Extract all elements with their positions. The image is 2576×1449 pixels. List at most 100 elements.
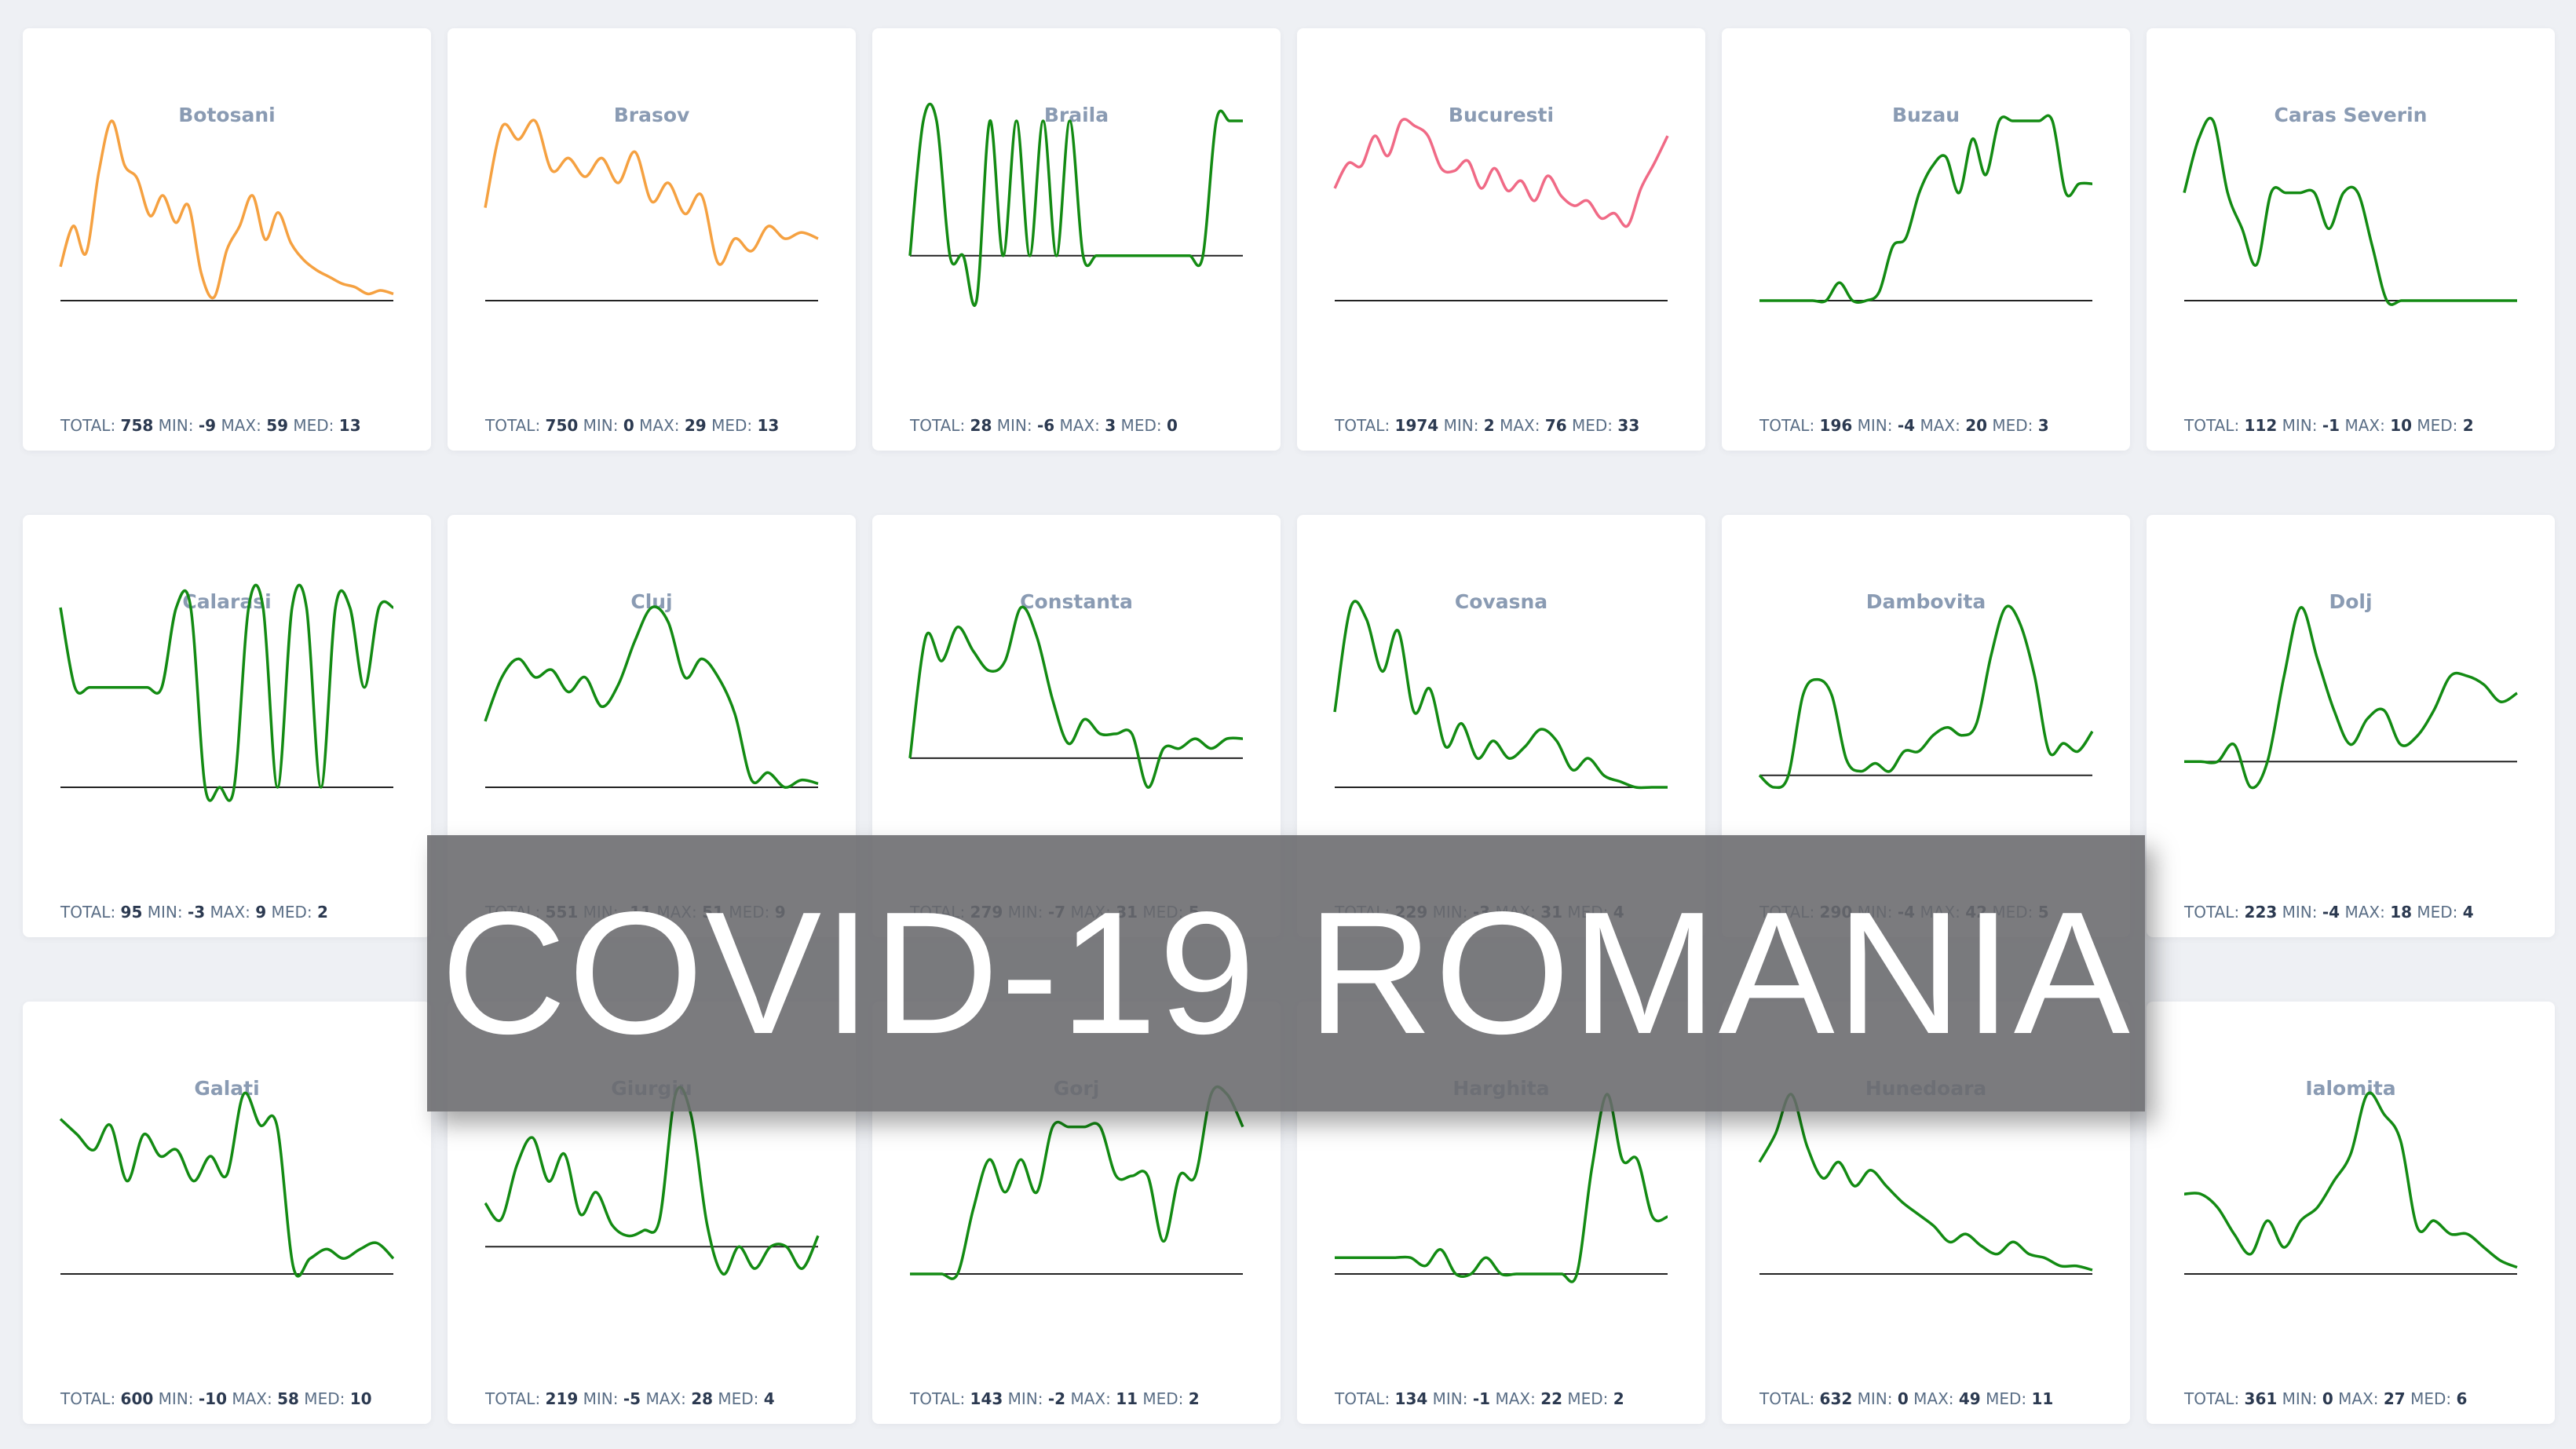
stat-label-max: MAX: xyxy=(1915,416,1966,435)
sparkline-chart xyxy=(1758,604,2094,790)
sparkline-chart xyxy=(2183,1091,2518,1275)
card-title: Buzau xyxy=(1891,104,1960,126)
card-title: Covasna xyxy=(1454,590,1548,613)
stat-label-med: MED: xyxy=(1116,416,1167,435)
card-stats: TOTAL: 95 MIN: -3 MAX: 9 MED: 2 xyxy=(60,903,328,922)
stat-value-total: 143 xyxy=(970,1389,1003,1408)
stat-value-med: 2 xyxy=(1188,1389,1200,1408)
stat-value-total: 28 xyxy=(970,416,992,435)
stat-label-total: TOTAL: xyxy=(485,1389,546,1408)
sparkline-chart xyxy=(1758,1093,2093,1275)
stat-label-min: MIN: xyxy=(153,1389,199,1408)
card-title: Caras Severin xyxy=(2274,104,2428,126)
card-stats: TOTAL: 750 MIN: 0 MAX: 29 MED: 13 xyxy=(485,416,779,435)
stat-value-max: 76 xyxy=(1544,416,1567,435)
sparkline-chart xyxy=(909,1085,1244,1280)
stat-label-min: MIN: xyxy=(1852,1389,1898,1408)
card-caras-severin: Caras Severin TOTAL: 112 MIN: -1 MAX: 10 … xyxy=(2147,28,2555,451)
sparkline-chart xyxy=(2184,606,2518,790)
series-line xyxy=(59,583,394,802)
card-stats: TOTAL: 219 MIN: -5 MAX: 28 MED: 4 xyxy=(485,1389,775,1408)
stat-label-max: MAX: xyxy=(205,903,256,922)
stat-value-max: 59 xyxy=(266,416,289,435)
stat-label-min: MIN: xyxy=(992,416,1037,435)
series-line xyxy=(1333,118,1669,228)
card-stats: TOTAL: 223 MIN: -4 MAX: 18 MED: 4 xyxy=(2184,903,2474,922)
stat-value-med: 33 xyxy=(1617,416,1640,435)
stat-label-max: MAX: xyxy=(641,1389,692,1408)
stat-label-max: MAX: xyxy=(1490,1389,1541,1408)
stat-label-min: MIN: xyxy=(153,416,199,435)
stat-label-min: MIN: xyxy=(1003,1389,1048,1408)
card-title: Dambovita xyxy=(1865,590,1986,613)
sparkline-chart xyxy=(59,119,394,301)
stat-label-total: TOTAL: xyxy=(1335,416,1395,435)
card-stats: TOTAL: 28 MIN: -6 MAX: 3 MED: 0 xyxy=(910,416,1178,435)
stat-label-max: MAX: xyxy=(1908,1389,1959,1408)
sparkline-chart xyxy=(908,605,1244,789)
stat-label-max: MAX: xyxy=(1494,416,1545,435)
card-dolj: Dolj TOTAL: 223 MIN: -4 MAX: 18 MED: 4 xyxy=(2147,515,2555,937)
card-title: Dolj xyxy=(2329,590,2373,613)
stat-label-max: MAX: xyxy=(2340,903,2391,922)
stat-value-total: 1974 xyxy=(1394,416,1439,435)
stat-value-total: 219 xyxy=(545,1389,579,1408)
sparkline-chart xyxy=(59,583,394,802)
card-title: Bucuresti xyxy=(1448,104,1555,126)
card-title: Botosani xyxy=(178,104,276,126)
stat-value-med: 2 xyxy=(2462,416,2474,435)
stat-value-med: 0 xyxy=(1166,416,1178,435)
stat-label-max: MAX: xyxy=(2333,1389,2384,1408)
stat-label-min: MIN: xyxy=(1438,416,1484,435)
stat-value-min: -10 xyxy=(198,1389,228,1408)
stat-label-med: MED: xyxy=(1980,1389,2032,1408)
stat-label-total: TOTAL: xyxy=(60,903,121,922)
stat-value-min: -9 xyxy=(198,416,217,435)
stat-value-max: 9 xyxy=(255,903,267,922)
series-line xyxy=(484,1086,820,1276)
card-stats: TOTAL: 632 MIN: 0 MAX: 49 MED: 11 xyxy=(1759,1389,2053,1408)
stat-label-max: MAX: xyxy=(227,1389,278,1408)
stat-value-max: 10 xyxy=(2390,416,2413,435)
card-buzau: Buzau TOTAL: 196 MIN: -4 MAX: 20 MED: 3 xyxy=(1722,28,2130,451)
sparkline-chart xyxy=(1335,1093,1668,1283)
sparkline-chart xyxy=(59,1091,395,1278)
card-bucuresti: Bucuresti TOTAL: 1974 MIN: 2 MAX: 76 MED:… xyxy=(1297,28,1705,451)
card-title: Brasov xyxy=(613,104,690,126)
card-ialomita: Ialomita TOTAL: 361 MIN: 0 MAX: 27 MED: 6 xyxy=(2147,1002,2555,1424)
card-title: Calarasi xyxy=(182,590,272,613)
stat-label-max: MAX: xyxy=(1054,416,1105,435)
sparkline-chart xyxy=(2183,116,2517,306)
sparkline-chart xyxy=(484,1086,820,1276)
series-line xyxy=(484,605,819,789)
stat-label-med: MED: xyxy=(298,1389,350,1408)
card-title: Ialomita xyxy=(2305,1077,2396,1100)
stat-value-min: -2 xyxy=(1047,1389,1066,1408)
stat-label-med: MED: xyxy=(288,416,339,435)
sparkline-chart xyxy=(1333,600,1668,790)
series-line xyxy=(909,1085,1244,1280)
sparkline-chart xyxy=(484,119,819,301)
stat-value-max: 29 xyxy=(684,416,707,435)
stat-label-max: MAX: xyxy=(216,416,267,435)
stat-value-total: 600 xyxy=(120,1389,154,1408)
card-stats: TOTAL: 1974 MIN: 2 MAX: 76 MED: 33 xyxy=(1335,416,1639,435)
stat-value-total: 134 xyxy=(1394,1389,1428,1408)
series-line xyxy=(1333,600,1668,790)
series-line xyxy=(59,119,394,300)
stat-label-total: TOTAL: xyxy=(2184,903,2245,922)
stat-value-max: 20 xyxy=(1965,416,1988,435)
stat-value-max: 22 xyxy=(1540,1389,1563,1408)
stat-value-min: 0 xyxy=(2322,1389,2333,1408)
stat-value-max: 49 xyxy=(1958,1389,1981,1408)
stat-value-med: 4 xyxy=(2462,903,2474,922)
card-stats: TOTAL: 196 MIN: -4 MAX: 20 MED: 3 xyxy=(1759,416,2049,435)
stat-value-med: 3 xyxy=(2037,416,2049,435)
series-line xyxy=(908,102,1243,307)
series-line xyxy=(2184,606,2518,790)
stat-label-min: MIN: xyxy=(1427,1389,1473,1408)
stat-label-med: MED: xyxy=(266,903,317,922)
card-stats: TOTAL: 758 MIN: -9 MAX: 59 MED: 13 xyxy=(60,416,361,435)
stat-value-max: 3 xyxy=(1105,416,1116,435)
stat-label-max: MAX: xyxy=(2340,416,2391,435)
